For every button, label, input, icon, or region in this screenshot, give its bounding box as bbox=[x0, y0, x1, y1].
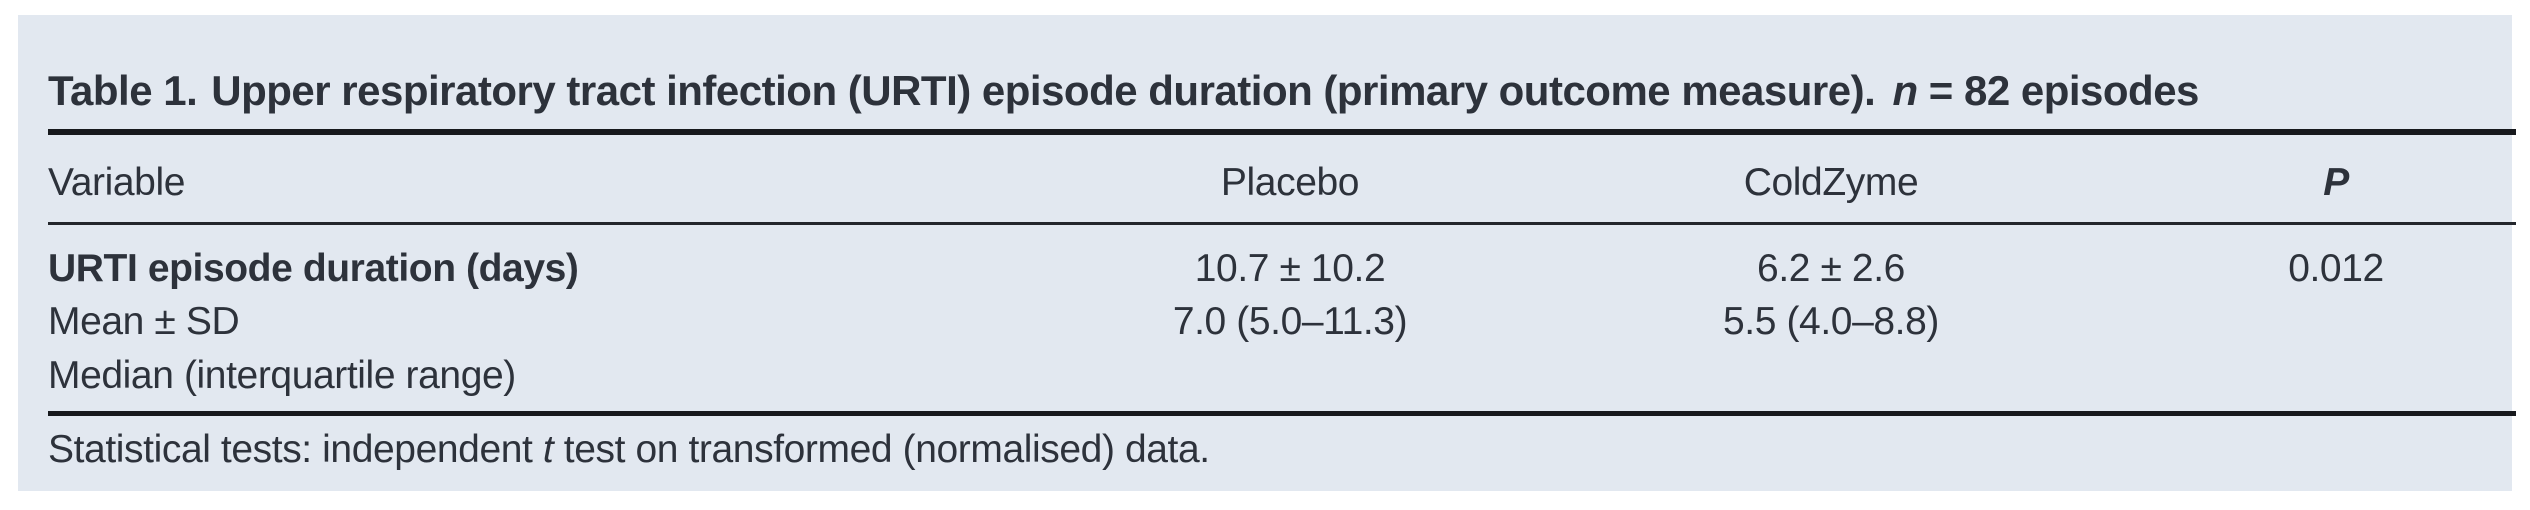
row-label-mean-sd: Mean ± SD bbox=[48, 300, 240, 343]
table-rule-bottom bbox=[48, 411, 2516, 416]
cell-coldzyme-mean: 6.2 ± 2.6 bbox=[1757, 247, 1905, 290]
sample-size-value: = 82 episodes bbox=[1928, 67, 2200, 114]
table-footnote: Statistical tests: independent t test on… bbox=[48, 427, 2516, 473]
column-header-p-value: P bbox=[2323, 161, 2349, 204]
cell-placebo-median: 7.0 (5.0–11.3) bbox=[1172, 300, 1408, 343]
row-label-median-iqr: Median (interquartile range) bbox=[48, 354, 516, 397]
table-number: Table 1. bbox=[48, 67, 198, 114]
table-rule-header bbox=[48, 222, 2516, 225]
cell-placebo-mean: 10.7 ± 10.2 bbox=[1194, 247, 1386, 290]
table-row: Mean ± SD 7.0 (5.0–11.3) 5.5 (4.0–8.8) bbox=[48, 298, 2516, 346]
table-row: URTI episode duration (days) 10.7 ± 10.2… bbox=[48, 245, 2516, 293]
cell-p-value: 0.012 bbox=[2288, 247, 2384, 290]
cell-coldzyme-median: 5.5 (4.0–8.8) bbox=[1723, 300, 1939, 343]
column-header-coldzyme: ColdZyme bbox=[1743, 161, 1919, 204]
table-rule-top bbox=[48, 129, 2516, 135]
sample-size-variable: n bbox=[1892, 67, 1918, 114]
row-label-urti-duration: URTI episode duration (days) bbox=[48, 247, 579, 290]
footnote-text-post: test on transformed (normalised) data. bbox=[553, 428, 1210, 471]
column-header-variable: Variable bbox=[48, 161, 185, 204]
table-header-row: Variable Placebo ColdZyme P bbox=[48, 159, 2516, 207]
table-card: Table 1. Upper respiratory tract infectio… bbox=[18, 15, 2516, 491]
footnote-text-pre: Statistical tests: independent bbox=[48, 428, 543, 471]
table-title-text: Upper respiratory tract infection (URTI)… bbox=[211, 67, 1876, 114]
table-row: Median (interquartile range) bbox=[48, 352, 2516, 400]
footnote-t-statistic: t bbox=[542, 428, 554, 471]
table-title: Table 1. Upper respiratory tract infectio… bbox=[48, 67, 2516, 115]
column-header-placebo: Placebo bbox=[1220, 161, 1360, 204]
